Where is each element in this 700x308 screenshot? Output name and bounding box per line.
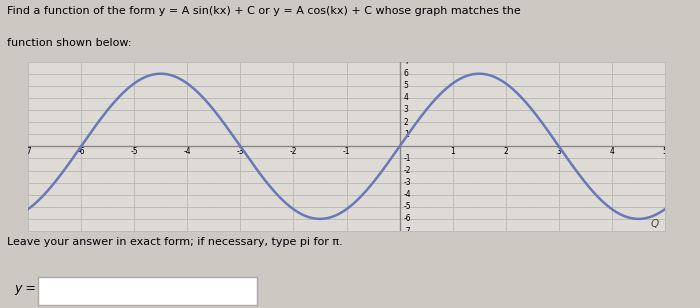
Text: Leave your answer in exact form; if necessary, type pi for π.: Leave your answer in exact form; if nece… <box>7 237 342 247</box>
Text: 2: 2 <box>503 147 508 156</box>
Text: 1: 1 <box>404 130 409 139</box>
Text: 6: 6 <box>404 69 409 78</box>
Text: -3: -3 <box>237 147 244 156</box>
FancyBboxPatch shape <box>38 277 258 305</box>
Text: y =: y = <box>14 282 36 295</box>
Text: -7: -7 <box>404 226 412 236</box>
Text: -3: -3 <box>404 178 412 187</box>
Text: 7: 7 <box>404 57 409 66</box>
Text: 4: 4 <box>610 147 615 156</box>
Text: -4: -4 <box>404 190 412 199</box>
Text: function shown below:: function shown below: <box>7 38 132 48</box>
Text: -6: -6 <box>404 214 412 223</box>
Text: 2: 2 <box>404 118 409 127</box>
Text: -4: -4 <box>183 147 191 156</box>
Text: -5: -5 <box>404 202 412 211</box>
Text: -5: -5 <box>130 147 138 156</box>
Text: 1: 1 <box>450 147 455 156</box>
Text: -1: -1 <box>404 154 412 163</box>
Text: -6: -6 <box>77 147 85 156</box>
Text: Find a function of the form y = A sin(kx) + C or y = A cos(kx) + C whose graph m: Find a function of the form y = A sin(kx… <box>7 6 521 16</box>
Text: 3: 3 <box>404 106 409 115</box>
Text: 5: 5 <box>663 147 667 156</box>
Text: Q: Q <box>650 219 659 229</box>
Text: -1: -1 <box>343 147 350 156</box>
Text: 4: 4 <box>404 93 409 102</box>
Text: 5: 5 <box>404 81 409 90</box>
Text: -7: -7 <box>25 147 32 156</box>
Text: -2: -2 <box>404 166 412 175</box>
Text: -2: -2 <box>290 147 298 156</box>
Text: 3: 3 <box>556 147 561 156</box>
